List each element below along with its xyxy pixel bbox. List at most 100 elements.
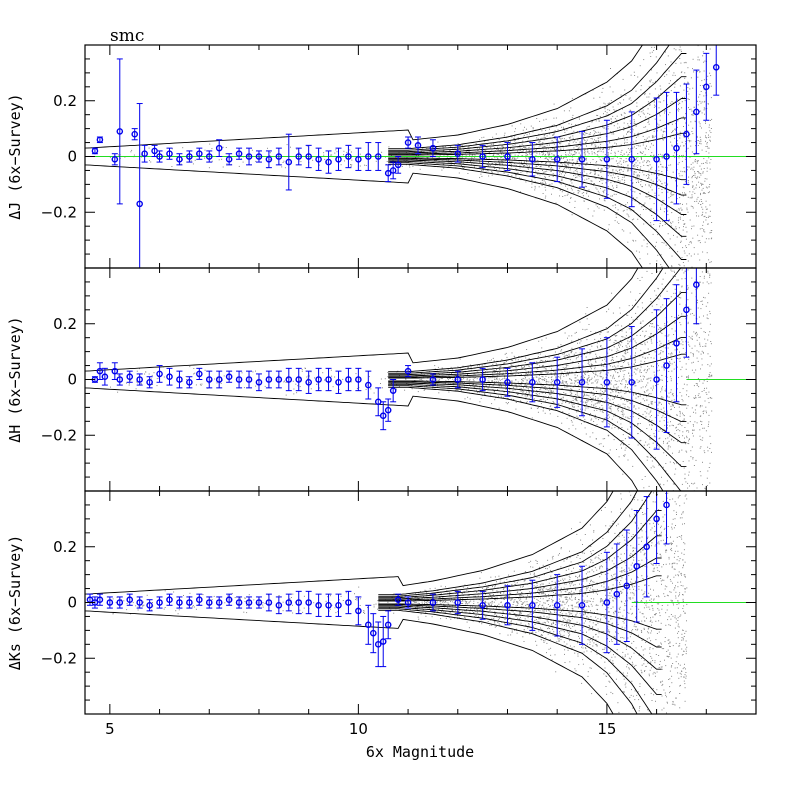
scatter-dot — [474, 156, 476, 158]
scatter-dot — [606, 311, 608, 313]
scatter-dot — [671, 123, 673, 125]
scatter-dot — [616, 380, 618, 382]
scatter-dot — [558, 368, 560, 370]
scatter-dot — [637, 278, 639, 279]
scatter-dot — [521, 151, 523, 153]
scatter-dot — [702, 85, 704, 86]
scatter-dot — [577, 385, 579, 386]
scatter-dot — [654, 447, 656, 449]
scatter-dot — [603, 113, 604, 115]
scatter-dot — [610, 410, 612, 412]
scatter-dot — [613, 193, 615, 195]
scatter-dot — [593, 148, 595, 150]
scatter-dot — [594, 373, 596, 375]
scatter-dot — [541, 173, 543, 175]
scatter-dot — [535, 166, 537, 167]
scatter-dot — [665, 64, 666, 66]
scatter-dot — [544, 155, 546, 157]
scatter-dot — [642, 106, 644, 108]
scatter-dot — [515, 370, 517, 372]
scatter-dot — [673, 48, 675, 50]
scatter-dot — [506, 397, 508, 399]
scatter-dot — [589, 133, 591, 135]
scatter-dot — [703, 158, 705, 160]
scatter-dot — [335, 149, 337, 151]
scatter-dot — [689, 133, 691, 135]
scatter-dot — [514, 172, 516, 174]
scatter-dot — [557, 354, 559, 356]
scatter-dot — [595, 373, 597, 375]
scatter-dot — [616, 184, 618, 186]
scatter-dot — [586, 178, 588, 180]
scatter-dot — [604, 358, 606, 360]
scatter-dot — [613, 402, 614, 404]
scatter-dot — [579, 175, 581, 177]
scatter-dot — [671, 328, 673, 330]
scatter-dot — [700, 446, 702, 448]
scatter-dot — [555, 145, 557, 147]
scatter-dot — [596, 424, 598, 425]
scatter-dot — [617, 410, 619, 412]
scatter-dot — [563, 356, 565, 358]
scatter-dot — [657, 383, 659, 385]
scatter-dot — [600, 443, 602, 445]
scatter-dot — [706, 477, 708, 479]
scatter-dot — [595, 187, 597, 189]
scatter-dot — [538, 141, 540, 143]
scatter-dot — [688, 176, 690, 178]
scatter-dot — [130, 151, 132, 153]
scatter-dot — [680, 49, 682, 51]
scatter-dot — [688, 358, 690, 360]
scatter-dot — [696, 198, 698, 200]
scatter-dot — [637, 156, 639, 158]
scatter-dot — [574, 399, 576, 400]
scatter-dot — [709, 139, 711, 141]
scatter-dot — [599, 198, 600, 200]
scatter-dot — [669, 136, 671, 138]
scatter-dot — [661, 242, 663, 243]
scatter-dot — [701, 213, 703, 215]
scatter-dot — [447, 388, 449, 390]
scatter-dot — [687, 184, 689, 186]
scatter-dot — [654, 135, 656, 137]
scatter-dot — [576, 392, 578, 394]
scatter-dot — [690, 108, 692, 110]
scatter-dot — [685, 226, 687, 228]
scatter-dot — [564, 174, 565, 176]
scatter-dot — [444, 383, 446, 384]
scatter-dot — [634, 191, 636, 193]
scatter-dot — [567, 385, 569, 387]
scatter-dot — [702, 484, 703, 486]
scatter-dot — [601, 369, 603, 371]
scatter-dot — [633, 406, 635, 408]
data-point — [663, 153, 670, 160]
scatter-dot — [687, 139, 689, 141]
scatter-dot — [682, 431, 684, 433]
scatter-dot — [473, 373, 475, 375]
scatter-dot — [539, 120, 541, 122]
scatter-dot — [691, 313, 693, 314]
scatter-dot — [676, 169, 678, 171]
scatter-dot — [664, 272, 666, 274]
scatter-dot — [526, 159, 528, 161]
scatter-dot — [700, 102, 702, 104]
scatter-dot — [651, 428, 652, 430]
scatter-dot — [609, 382, 611, 384]
scatter-dot — [690, 40, 691, 41]
scatter-dot — [641, 245, 643, 247]
scatter-dot — [629, 152, 631, 153]
scatter-dot — [687, 98, 689, 100]
scatter-dot — [693, 247, 695, 249]
scatter-dot — [576, 415, 578, 417]
scatter-dot — [485, 377, 487, 379]
scatter-dot — [571, 132, 573, 134]
scatter-dot — [684, 192, 685, 194]
scatter-dot — [502, 378, 504, 380]
scatter-dot — [621, 443, 623, 445]
scatter-dot — [504, 362, 506, 364]
scatter-dot — [607, 167, 609, 169]
scatter-dot — [709, 12, 710, 13]
scatter-dot — [458, 147, 460, 149]
scatter-dot — [648, 86, 650, 88]
scatter-dot — [624, 112, 626, 114]
